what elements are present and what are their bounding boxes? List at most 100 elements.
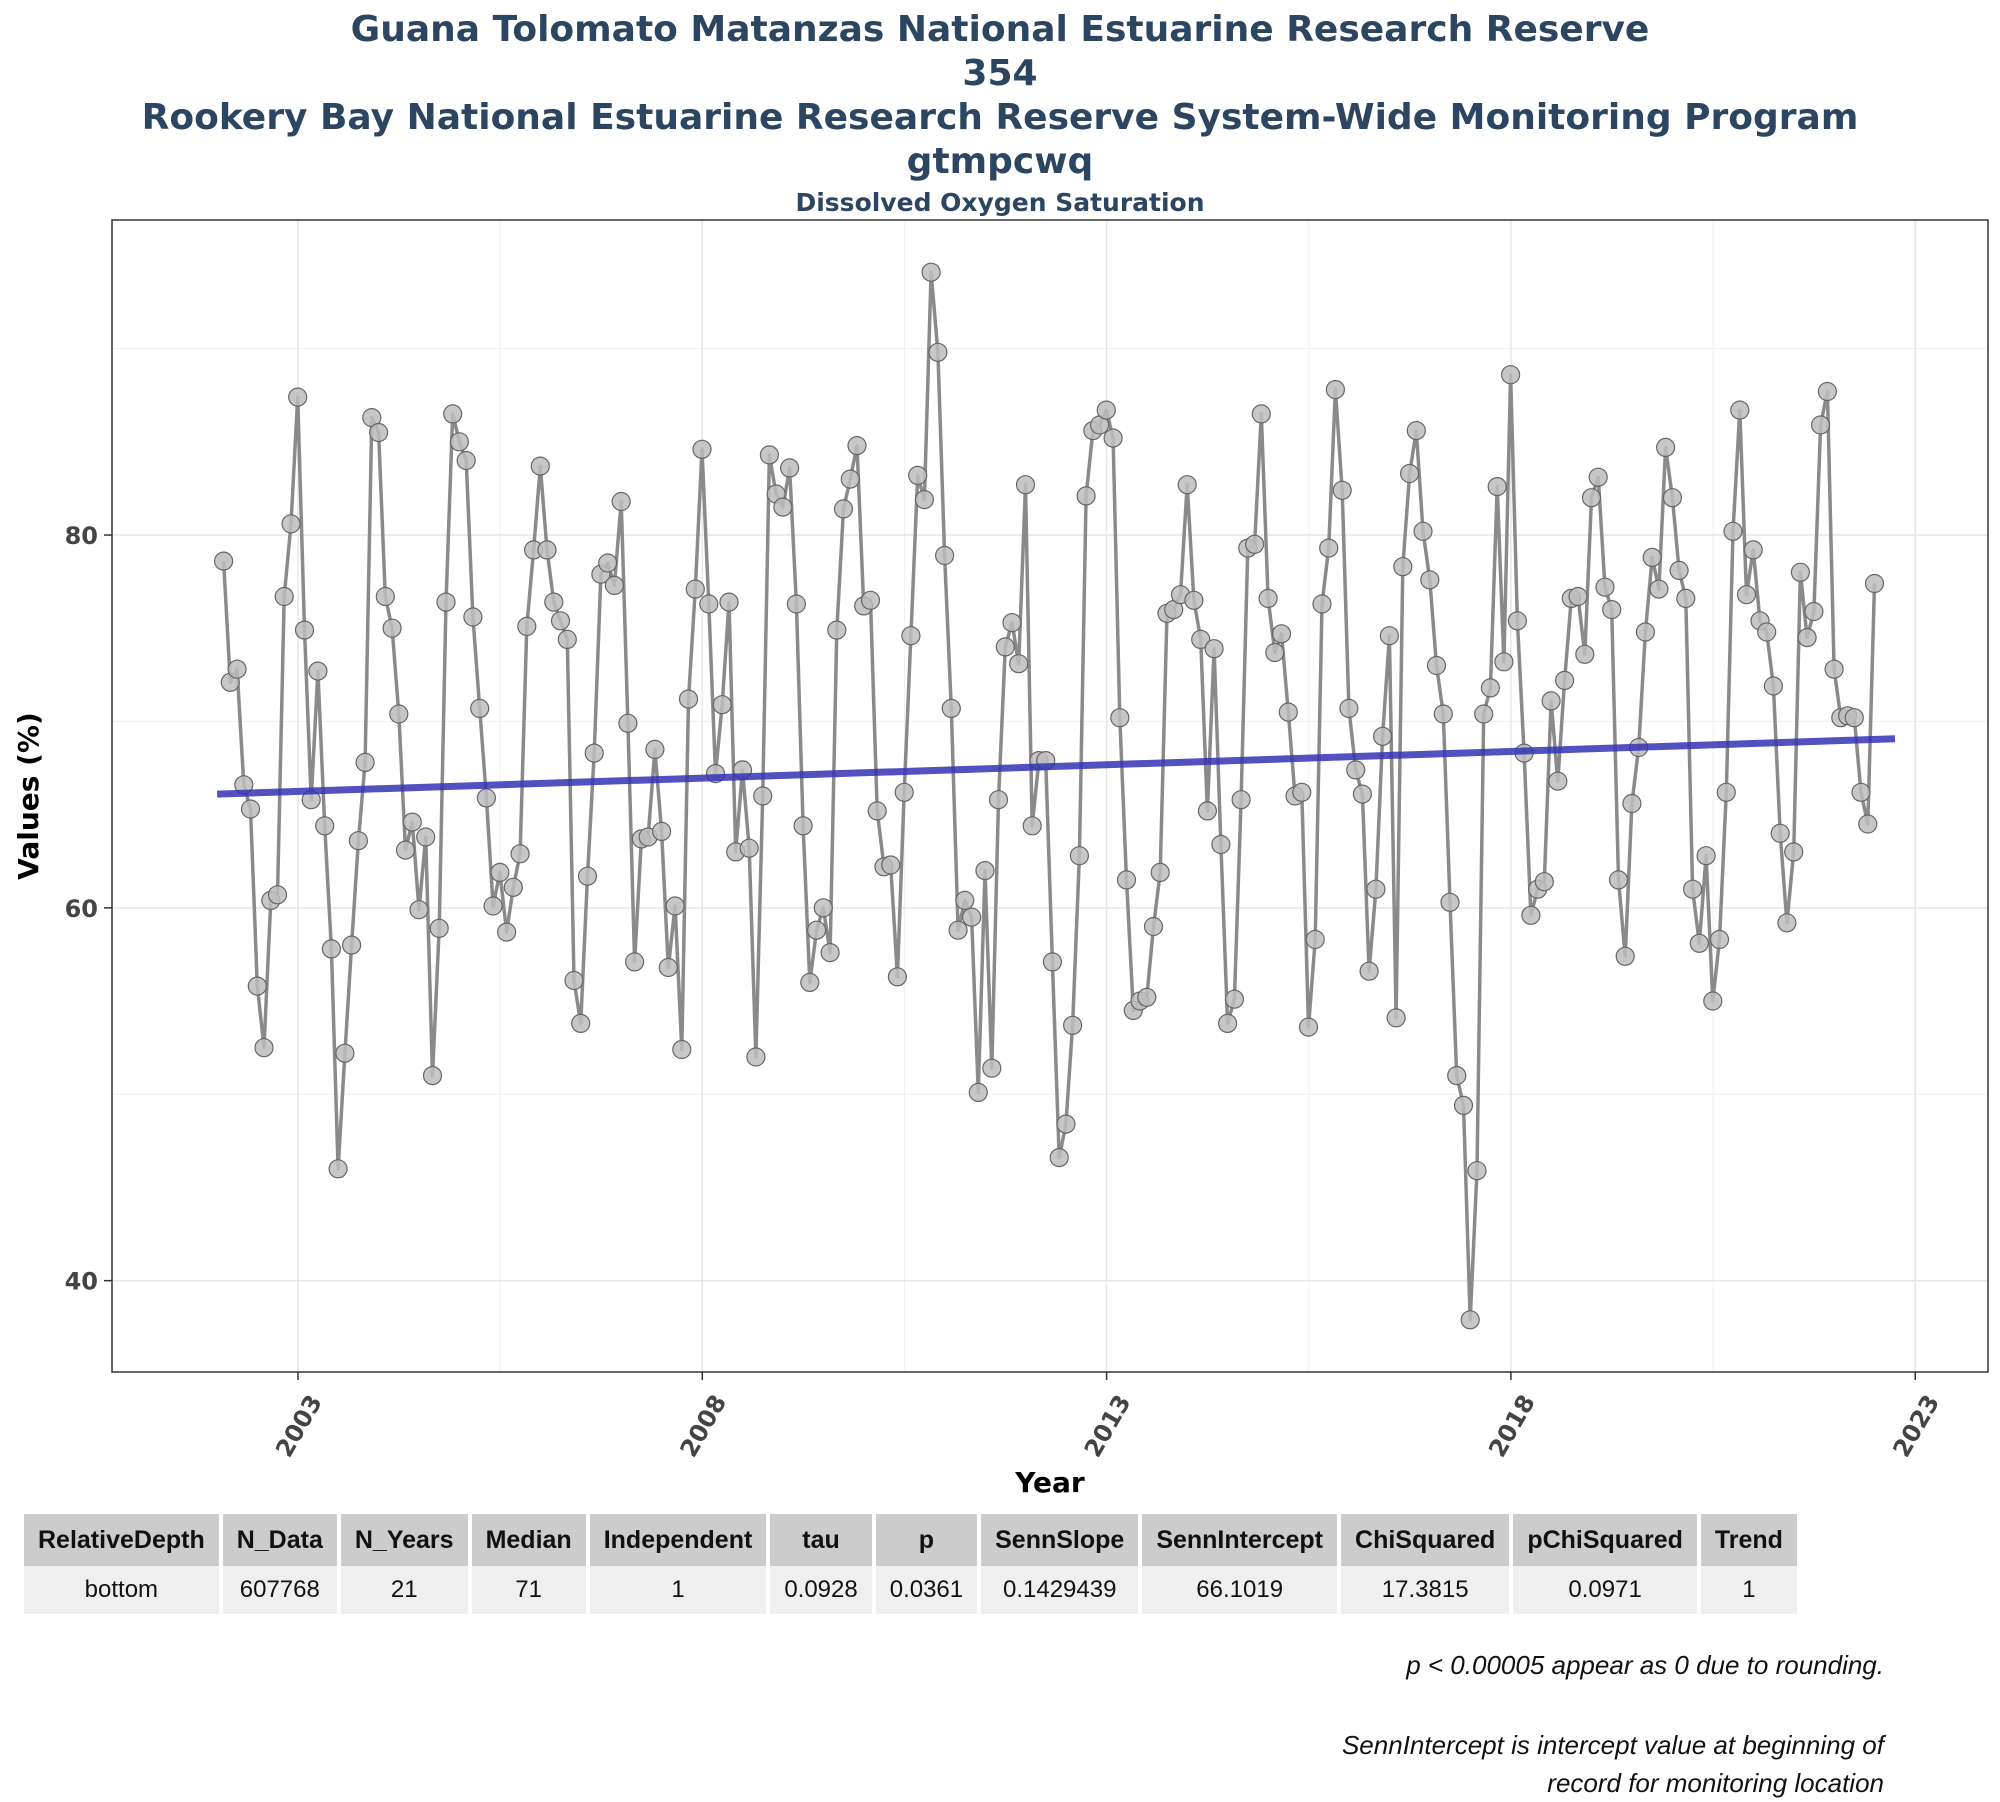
data-point — [1716, 782, 1736, 802]
data-point — [281, 514, 301, 534]
data-point — [1858, 814, 1878, 834]
data-point — [348, 831, 368, 851]
data-point — [456, 450, 476, 471]
y-tick-label: 60 — [65, 895, 98, 923]
data-point — [779, 458, 800, 478]
data-point — [1426, 655, 1447, 676]
data-point — [1757, 622, 1777, 642]
data-point — [672, 1039, 692, 1060]
data-point — [894, 782, 914, 802]
data-point — [429, 918, 449, 938]
data-point — [1177, 475, 1197, 495]
data-point — [1669, 560, 1689, 581]
chart-subtitle: Dissolved Oxygen Saturation — [795, 188, 1205, 217]
data-point — [443, 404, 463, 424]
data-point — [685, 579, 705, 599]
data-point — [1548, 771, 1568, 791]
data-point — [1696, 846, 1716, 866]
data-point — [955, 890, 975, 911]
data-point — [1406, 421, 1426, 441]
data-point — [1507, 611, 1528, 631]
data-point — [1386, 1008, 1406, 1028]
table-header-row: RelativeDepth N_Data N_Years Median Independ… — [24, 1514, 1797, 1566]
data-point — [463, 607, 483, 627]
table-cell: 17.3815 — [1341, 1566, 1510, 1614]
data-point — [1420, 570, 1440, 590]
table-cell: bottom — [24, 1566, 219, 1614]
data-point — [571, 1013, 591, 1034]
data-point — [1359, 961, 1379, 981]
data-point — [483, 896, 503, 916]
data-point — [355, 752, 375, 773]
data-point — [1608, 870, 1629, 890]
data-point — [1730, 400, 1750, 420]
data-point — [214, 551, 234, 571]
data-point — [1231, 790, 1251, 810]
chart-svg: 2003 2008 2013 2018 2023 40 60 80 Year Values (… — [12, 219, 1989, 1499]
series-group — [214, 262, 1885, 1330]
data-point — [1224, 989, 1245, 1009]
data-point — [914, 490, 935, 510]
table-cell: 0.0361 — [875, 1566, 978, 1614]
data-point — [867, 801, 887, 821]
data-point — [941, 698, 961, 719]
data-point — [1817, 381, 1838, 402]
data-point — [1204, 639, 1224, 659]
data-point — [497, 922, 517, 942]
data-point — [1271, 624, 1292, 644]
data-point — [699, 594, 719, 614]
data-point — [1015, 475, 1036, 495]
data-point — [948, 920, 968, 940]
data-point — [1581, 488, 1602, 508]
data-point — [375, 586, 395, 607]
data-point — [934, 545, 955, 566]
data-point — [1292, 782, 1312, 802]
data-point — [1487, 477, 1507, 497]
data-point — [746, 1047, 766, 1067]
data-point — [1197, 801, 1218, 821]
data-point — [1676, 588, 1696, 609]
data-point — [1184, 590, 1204, 610]
data-point — [961, 907, 982, 927]
data-point — [833, 499, 854, 519]
data-point — [1049, 1147, 1069, 1168]
data-point — [1662, 488, 1683, 508]
table-header-cell: Trend — [1700, 1514, 1797, 1566]
data-point — [1372, 726, 1393, 746]
data-point — [1217, 1013, 1238, 1034]
data-point — [247, 976, 267, 996]
data-point — [692, 439, 712, 459]
data-point — [1002, 612, 1022, 633]
data-point — [335, 1043, 355, 1063]
data-point — [1500, 365, 1521, 385]
data-point — [1736, 585, 1757, 605]
data-point — [402, 812, 422, 832]
data-point — [1312, 594, 1332, 614]
data-point — [1150, 862, 1170, 883]
data-point — [901, 626, 921, 646]
data-point — [449, 432, 469, 452]
data-point — [827, 620, 847, 640]
data-point — [503, 877, 523, 897]
data-point — [908, 465, 928, 485]
data-point — [1615, 946, 1635, 966]
data-point — [1325, 380, 1346, 400]
data-point — [1568, 586, 1588, 607]
data-point — [1062, 1015, 1083, 1035]
data-point — [1655, 437, 1676, 457]
data-point — [982, 1058, 1002, 1078]
data-point — [975, 860, 995, 881]
table-header-cell: Independent — [589, 1514, 767, 1566]
data-point — [308, 661, 328, 681]
data-point — [1474, 704, 1494, 724]
y-tick-label: 80 — [65, 522, 98, 550]
data-point — [550, 611, 571, 631]
data-point — [382, 618, 402, 638]
data-point — [645, 739, 665, 760]
data-point — [315, 816, 335, 836]
data-point — [1797, 627, 1817, 648]
chart-titles: Guana Tolomato Matanzas National Estuari… — [0, 8, 2000, 220]
intercept-note-line-1: SennIntercept is intercept value at begi… — [1341, 1730, 1884, 1760]
y-tick-label: 40 — [65, 1268, 98, 1296]
data-point — [1305, 929, 1325, 950]
